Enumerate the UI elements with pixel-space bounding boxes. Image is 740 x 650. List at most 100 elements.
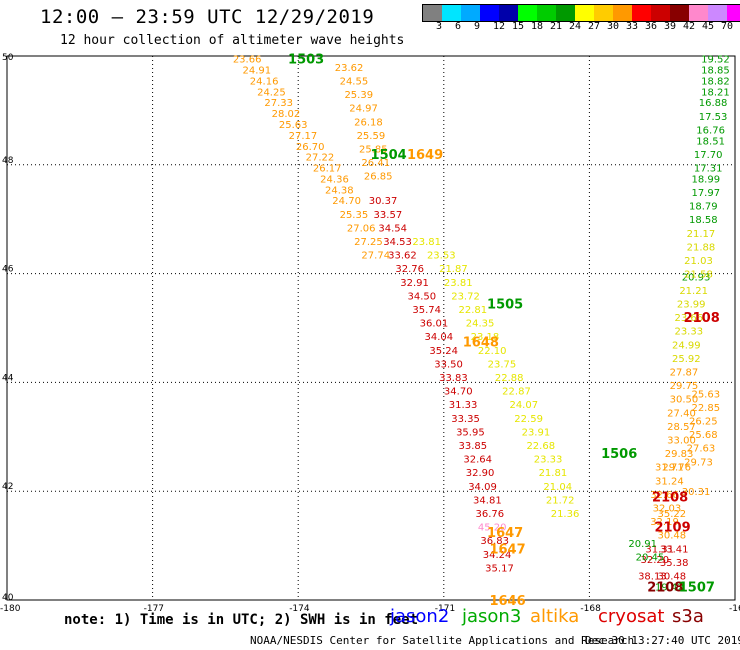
color-swatch xyxy=(461,5,480,21)
color-scale-label: 36 xyxy=(645,21,658,32)
wave-height-label: 22.59 xyxy=(514,414,543,425)
track-number-label: 2108 xyxy=(684,311,720,326)
color-swatch xyxy=(499,5,518,21)
wave-height-label: 27.33 xyxy=(264,98,293,109)
color-scale-label: 12 xyxy=(493,21,506,32)
wave-height-label: 32.19 xyxy=(650,517,679,528)
wave-height-label: 26.17 xyxy=(313,164,342,175)
wave-height-label: 26.41 xyxy=(361,158,390,169)
wave-height-label: 27.17 xyxy=(289,131,318,142)
wave-height-label: 27.74 xyxy=(361,251,390,262)
wave-height-label: 18.79 xyxy=(689,202,718,213)
color-scale-label: 24 xyxy=(569,21,582,32)
wave-height-label: 26.25 xyxy=(689,416,718,427)
wave-height-label: 22.87 xyxy=(502,387,531,398)
wave-height-label: 33.62 xyxy=(388,251,417,262)
satellite-legend-s3a: s3a xyxy=(672,606,704,627)
satellite-legend-jason2: jason2 xyxy=(390,606,450,627)
wave-height-label: 34.70 xyxy=(444,387,473,398)
wave-height-label: 23.75 xyxy=(488,359,517,370)
wave-height-label: 17.53 xyxy=(699,112,728,123)
chart-title: 12:00 – 23:59 UTC 12/29/2019 xyxy=(40,6,375,28)
wave-height-label: 35.38 xyxy=(660,558,689,569)
wave-height-label: 35.22 xyxy=(657,509,686,520)
wave-height-label: 21.72 xyxy=(546,495,575,506)
wave-height-label: 29.75 xyxy=(670,381,699,392)
wave-height-label: 34.81 xyxy=(473,495,502,506)
timestamp-text: Dec 30 13:27:40 UTC 2019 xyxy=(585,634,740,647)
color-swatch xyxy=(651,5,670,21)
wave-height-label: 19.42 xyxy=(655,582,684,593)
wave-height-label: 36.01 xyxy=(420,319,449,330)
wave-height-label: 26.18 xyxy=(354,117,383,128)
color-scale-label: 3 xyxy=(436,21,443,32)
color-scale-label: 45 xyxy=(702,21,715,32)
track-number-label: 2108 xyxy=(647,580,683,595)
color-scale-label: 30 xyxy=(607,21,620,32)
wave-height-label: 21.17 xyxy=(687,229,716,240)
color-swatch xyxy=(632,5,651,21)
y-tick-label: 42 xyxy=(2,482,13,492)
wave-height-label: 22.85 xyxy=(691,403,720,414)
wave-height-label: 33.83 xyxy=(439,373,468,384)
wave-height-label: 27.25 xyxy=(354,237,383,248)
wave-height-label: 24.07 xyxy=(509,400,538,411)
wave-height-label: 31.71 xyxy=(655,463,684,474)
wave-height-label: 22.88 xyxy=(495,373,524,384)
wave-height-label: 24.38 xyxy=(325,185,354,196)
wave-height-label: 21.03 xyxy=(684,256,713,267)
chart-subtitle: 12 hour collection of altimeter wave hei… xyxy=(60,33,405,48)
color-swatch xyxy=(708,5,727,21)
wave-height-label: 34.54 xyxy=(378,223,407,234)
wave-height-label: 24.35 xyxy=(466,319,495,330)
wave-height-label: 23.33 xyxy=(674,327,703,338)
wave-height-label: 17.97 xyxy=(691,188,720,199)
wave-height-label: 32.03 xyxy=(653,504,682,515)
wave-height-label: 23.62 xyxy=(335,63,364,74)
wave-height-label: 28.02 xyxy=(272,109,301,120)
wave-height-label: 24.36 xyxy=(320,174,349,185)
wave-height-label: 35.24 xyxy=(429,346,458,357)
color-swatch xyxy=(689,5,708,21)
wave-height-label: 22.68 xyxy=(526,441,555,452)
wave-height-label: 18.51 xyxy=(696,136,725,147)
wave-height-label: 34.24 xyxy=(483,550,512,561)
wave-height-label: 18.85 xyxy=(701,66,730,77)
wave-height-label: 25.63 xyxy=(279,120,308,131)
wave-height-label: 30.31 xyxy=(682,487,711,498)
wave-height-label: 25.63 xyxy=(691,389,720,400)
color-swatch xyxy=(670,5,689,21)
color-swatch xyxy=(594,5,613,21)
track-number-label: 1647 xyxy=(487,526,523,541)
x-tick-label: -168 xyxy=(580,604,601,614)
wave-height-label: 26.70 xyxy=(296,142,325,153)
wave-height-label: 25.59 xyxy=(357,131,386,142)
color-swatch xyxy=(423,5,442,21)
color-swatch xyxy=(727,5,740,21)
color-scale-label: 15 xyxy=(512,21,525,32)
color-scale-label: 6 xyxy=(455,21,462,32)
color-scale-label: 33 xyxy=(626,21,639,32)
color-scale-label: 27 xyxy=(588,21,601,32)
wave-height-label: 34.04 xyxy=(425,332,454,343)
color-scale-label: 39 xyxy=(664,21,677,32)
wave-height-label: 33.35 xyxy=(451,414,480,425)
track-number-label: 2108 xyxy=(652,491,688,506)
color-swatch xyxy=(575,5,594,21)
wave-height-label: 18.99 xyxy=(691,174,720,185)
wave-height-label: 30.50 xyxy=(670,395,699,406)
footer-note: note: 1) Time is in UTC; 2) SWH is in fe… xyxy=(64,612,419,628)
track-number-label: 1648 xyxy=(463,336,499,351)
wave-height-label: 26.85 xyxy=(364,172,393,183)
color-swatch xyxy=(556,5,575,21)
track-number-label: 1503 xyxy=(288,53,324,68)
wave-height-label: 20.91 xyxy=(628,539,657,550)
credit-text: NOAA/NESDIS Center for Satellite Applica… xyxy=(250,634,635,647)
track-number-label: 1505 xyxy=(487,298,523,313)
color-swatch xyxy=(537,5,556,21)
wave-height-label: 31.24 xyxy=(655,476,684,487)
satellite-legend-cryosat: cryosat xyxy=(598,606,665,627)
wave-height-label: 27.06 xyxy=(347,223,376,234)
satellite-legend-altika: altika xyxy=(530,606,580,627)
